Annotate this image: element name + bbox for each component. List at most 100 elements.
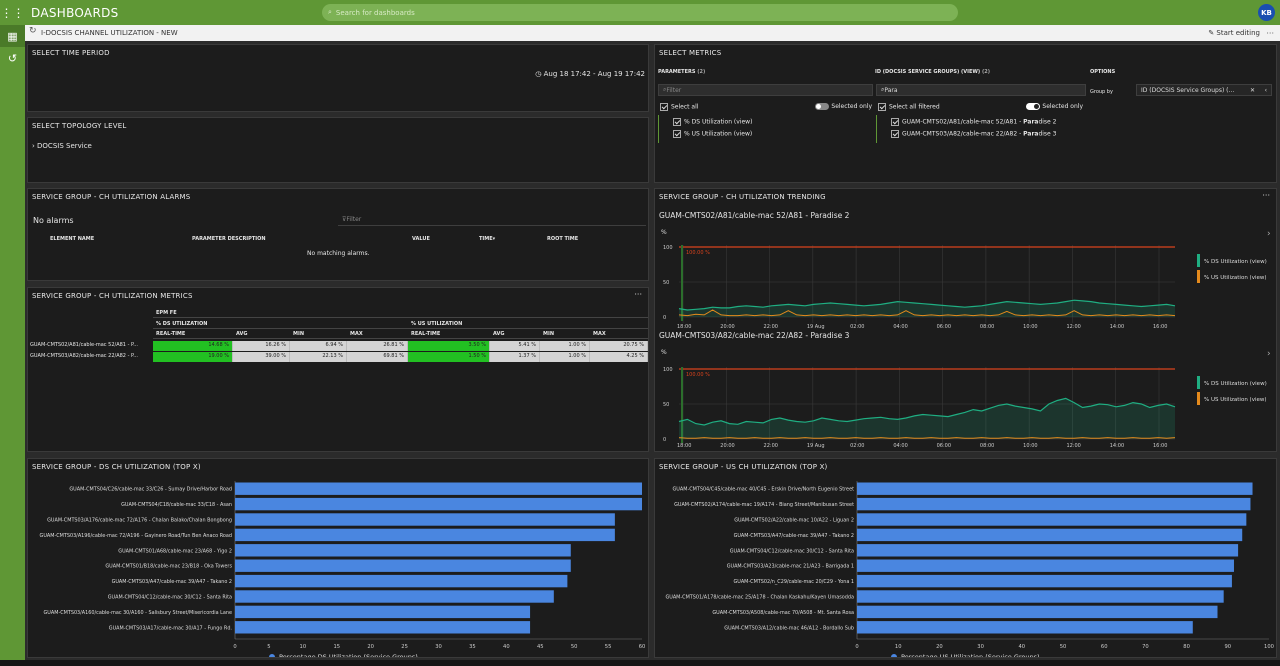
x-tick-label: 16:00 <box>1153 443 1167 449</box>
row-name[interactable]: GUAM-CMTS02/A81/cable-mac 52/A81 - P... <box>30 342 138 348</box>
row-name[interactable]: GUAM-CMTS03/A82/cable-mac 22/A82 - P... <box>30 353 138 359</box>
bar <box>857 574 1232 588</box>
subcolumn-header[interactable]: REAL-TIME <box>153 330 233 339</box>
legend-label: % US Utilization (view) <box>1204 275 1267 281</box>
ids-filter-input[interactable]: ⌕ Para <box>876 84 1086 96</box>
selection-indicator <box>876 115 877 143</box>
legend-swatch <box>1197 392 1200 405</box>
topology-item[interactable]: › DOCSIS Service <box>32 142 92 150</box>
subcolumn-header[interactable]: REAL-TIME <box>408 330 490 339</box>
table-cell: 3.50 % <box>408 341 490 351</box>
x-tick-label: 10 <box>895 644 902 650</box>
more-icon[interactable]: ··· <box>1262 191 1270 200</box>
refresh-icon[interactable]: ↻ <box>29 26 37 36</box>
alarms-filter-placeholder: Filter <box>346 216 362 223</box>
column-element-name[interactable]: ELEMENT NAME <box>50 236 95 242</box>
x-tick-label: 45 <box>537 644 544 650</box>
ds-series-line <box>678 397 1176 426</box>
apps-grid-icon[interactable]: ⋮⋮ <box>0 5 25 20</box>
x-tick-label: 70 <box>1142 644 1149 650</box>
bar <box>235 605 531 619</box>
ds-bar-chart: 0 5 10 15 20 25 30 35 40 45 50 55 60 GUAM-CMTS04/C26/… <box>40 481 645 657</box>
id-item[interactable]: GUAM-CMTS03/A82/cable-mac 22/A82 - Parad… <box>891 130 1056 138</box>
legend-swatch <box>1197 270 1200 283</box>
column-value[interactable]: VALUE <box>412 236 430 242</box>
us-series-line <box>678 309 1176 317</box>
id-checkbox[interactable] <box>891 130 899 138</box>
parameter-label: % DS Utilization (view) <box>684 118 753 126</box>
legend-label: % US Utilization (view) <box>1204 397 1267 403</box>
category-label: GUAM-CMTS02/n_C29/cable-mac 20/C29 - Yon… <box>733 579 854 585</box>
y-tick-label: 100 <box>663 367 673 373</box>
parameter-checkbox[interactable] <box>673 130 681 138</box>
subcolumn-header[interactable]: AVG <box>490 330 540 339</box>
parameter-checkbox[interactable] <box>673 118 681 126</box>
select-all-filtered-checkbox[interactable] <box>878 103 886 111</box>
id-item[interactable]: GUAM-CMTS02/A81/cable-mac 52/A81 - Parad… <box>891 118 1056 126</box>
x-tick-label: 22:00 <box>764 324 778 330</box>
selected-only-toggle[interactable] <box>815 103 830 110</box>
app-title[interactable]: DASHBOARDS <box>31 5 119 20</box>
ds-area <box>679 398 1175 439</box>
bar <box>857 482 1253 495</box>
subcolumn-header[interactable]: MIN <box>290 330 347 339</box>
time-range[interactable]: ◷ Aug 18 17:42 - Aug 19 17:42 <box>535 70 645 78</box>
alarms-filter-input[interactable]: ⊽ Filter <box>338 214 646 226</box>
x-tick-label: 25 <box>401 644 408 650</box>
selected-only-toggle[interactable] <box>1026 103 1041 110</box>
parameters-filter-placeholder: Filter <box>666 86 682 94</box>
column-time[interactable]: TIME▾ <box>479 236 496 242</box>
dashboard-icon[interactable]: ▦ <box>0 25 25 47</box>
clear-icon[interactable]: ✕ <box>1249 86 1255 94</box>
chevron-left-icon[interactable]: ‹ <box>1264 86 1267 94</box>
select-all-checkbox[interactable] <box>660 103 668 111</box>
category-label: GUAM-CMTS03/A23/cable-mac 21/A23 - Barri… <box>727 564 854 570</box>
page-title: I-DOCSIS CHANNEL UTILIZATION - NEW <box>41 29 178 37</box>
table-cell: 19.00 % <box>153 352 233 362</box>
table-cell: 1.00 % <box>540 352 590 362</box>
table-cell: 1.37 % <box>490 352 540 362</box>
history-icon[interactable]: ↺ <box>7 51 18 65</box>
x-tick-label: 0 <box>233 644 236 650</box>
subcolumn-header[interactable]: AVG <box>233 330 290 339</box>
parameter-item[interactable]: % US Utilization (view) <box>673 130 752 138</box>
x-tick-label: 06:00 <box>937 324 951 330</box>
panel-title: SELECT METRICS <box>659 49 722 57</box>
subcolumn-header[interactable]: MAX <box>347 330 408 339</box>
subcolumn-header[interactable]: MIN <box>540 330 590 339</box>
select-all-filtered-label: Select all filtered <box>889 103 940 111</box>
x-tick-label: 16:00 <box>1153 324 1167 330</box>
metrics-table-panel: SERVICE GROUP - CH UTILIZATION METRICS ·… <box>27 287 649 452</box>
y-tick-label: 50 <box>663 280 669 286</box>
x-tick-label: 50 <box>1060 644 1067 650</box>
x-tick-label: 10:00 <box>1023 324 1037 330</box>
chevron-right-icon: › <box>32 142 38 150</box>
more-icon[interactable]: ··· <box>634 290 642 299</box>
parameters-count: (2) <box>697 69 706 75</box>
legend-swatch <box>1197 254 1200 267</box>
chevron-right-icon: › <box>1267 229 1271 239</box>
group-by-select[interactable]: ID (DOCSIS Service Groups) (... ✕ ‹ <box>1136 84 1272 96</box>
column-parameter-description[interactable]: PARAMETER DESCRIPTION <box>192 236 266 242</box>
x-tick-label: 20:00 <box>720 443 734 449</box>
table-cell: 4.25 % <box>590 352 648 362</box>
legend-label: Percentage DS Utilization (Service Group… <box>279 653 418 657</box>
parameters-filter-input[interactable]: ⌕ Filter <box>658 84 873 96</box>
chevron-right-icon: › <box>1267 349 1271 359</box>
search-input[interactable]: ⌕ Search for dashboards <box>322 4 958 21</box>
threshold-label: 100.00 % <box>686 372 710 378</box>
start-editing-button[interactable]: ✎ Start editing <box>1208 29 1260 37</box>
id-checkbox[interactable] <box>891 118 899 126</box>
legend-swatch <box>269 654 275 657</box>
bottom-bar <box>0 660 1280 666</box>
alarms-status: No alarms <box>33 216 74 225</box>
column-root-time[interactable]: ROOT TIME <box>547 236 579 242</box>
x-tick-label: 20:00 <box>720 324 734 330</box>
legend-swatch <box>891 654 897 657</box>
parameter-item[interactable]: % DS Utilization (view) <box>673 118 752 126</box>
avatar[interactable]: KB <box>1258 4 1275 21</box>
id-label-match: Para <box>1023 130 1039 138</box>
category-label: GUAM-CMTS01/A178/cable-mac 25/A178 - Cha… <box>665 595 854 601</box>
more-icon[interactable]: ··· <box>1266 28 1274 38</box>
subcolumn-header[interactable]: MAX <box>590 330 648 339</box>
